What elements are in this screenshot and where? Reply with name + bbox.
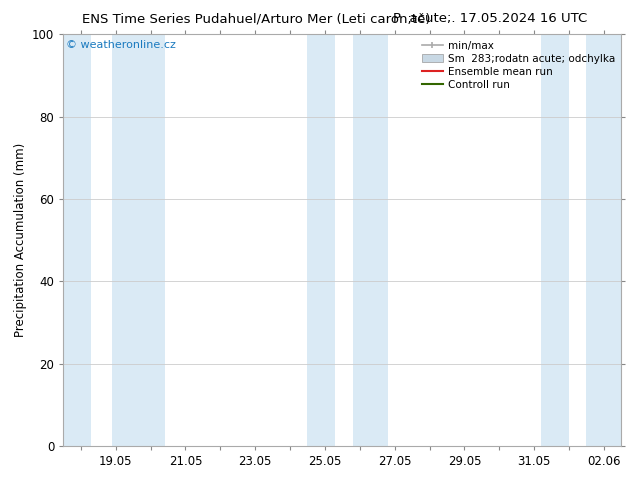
- Bar: [63, 34, 91, 446]
- Bar: [353, 34, 388, 446]
- Text: P  acute;. 17.05.2024 16 UTC: P acute;. 17.05.2024 16 UTC: [393, 12, 587, 25]
- Text: © weatheronline.cz: © weatheronline.cz: [66, 41, 176, 50]
- Bar: [586, 34, 621, 446]
- Legend: min/max, Sm  283;rodatn acute; odchylka, Ensemble mean run, Controll run: min/max, Sm 283;rodatn acute; odchylka, …: [418, 36, 619, 94]
- Bar: [307, 34, 335, 446]
- Bar: [541, 34, 569, 446]
- Text: ENS Time Series Pudahuel/Arturo Mer (Leti caron;tě): ENS Time Series Pudahuel/Arturo Mer (Let…: [82, 12, 431, 25]
- Y-axis label: Precipitation Accumulation (mm): Precipitation Accumulation (mm): [13, 143, 27, 337]
- Bar: [112, 34, 164, 446]
